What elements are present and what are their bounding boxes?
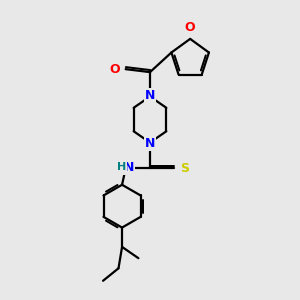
Text: N: N [145,137,155,150]
Text: H: H [117,162,127,172]
Text: O: O [110,63,120,76]
Text: O: O [185,21,196,34]
Text: N: N [145,89,155,102]
Text: S: S [180,162,189,175]
Text: N: N [124,161,134,174]
